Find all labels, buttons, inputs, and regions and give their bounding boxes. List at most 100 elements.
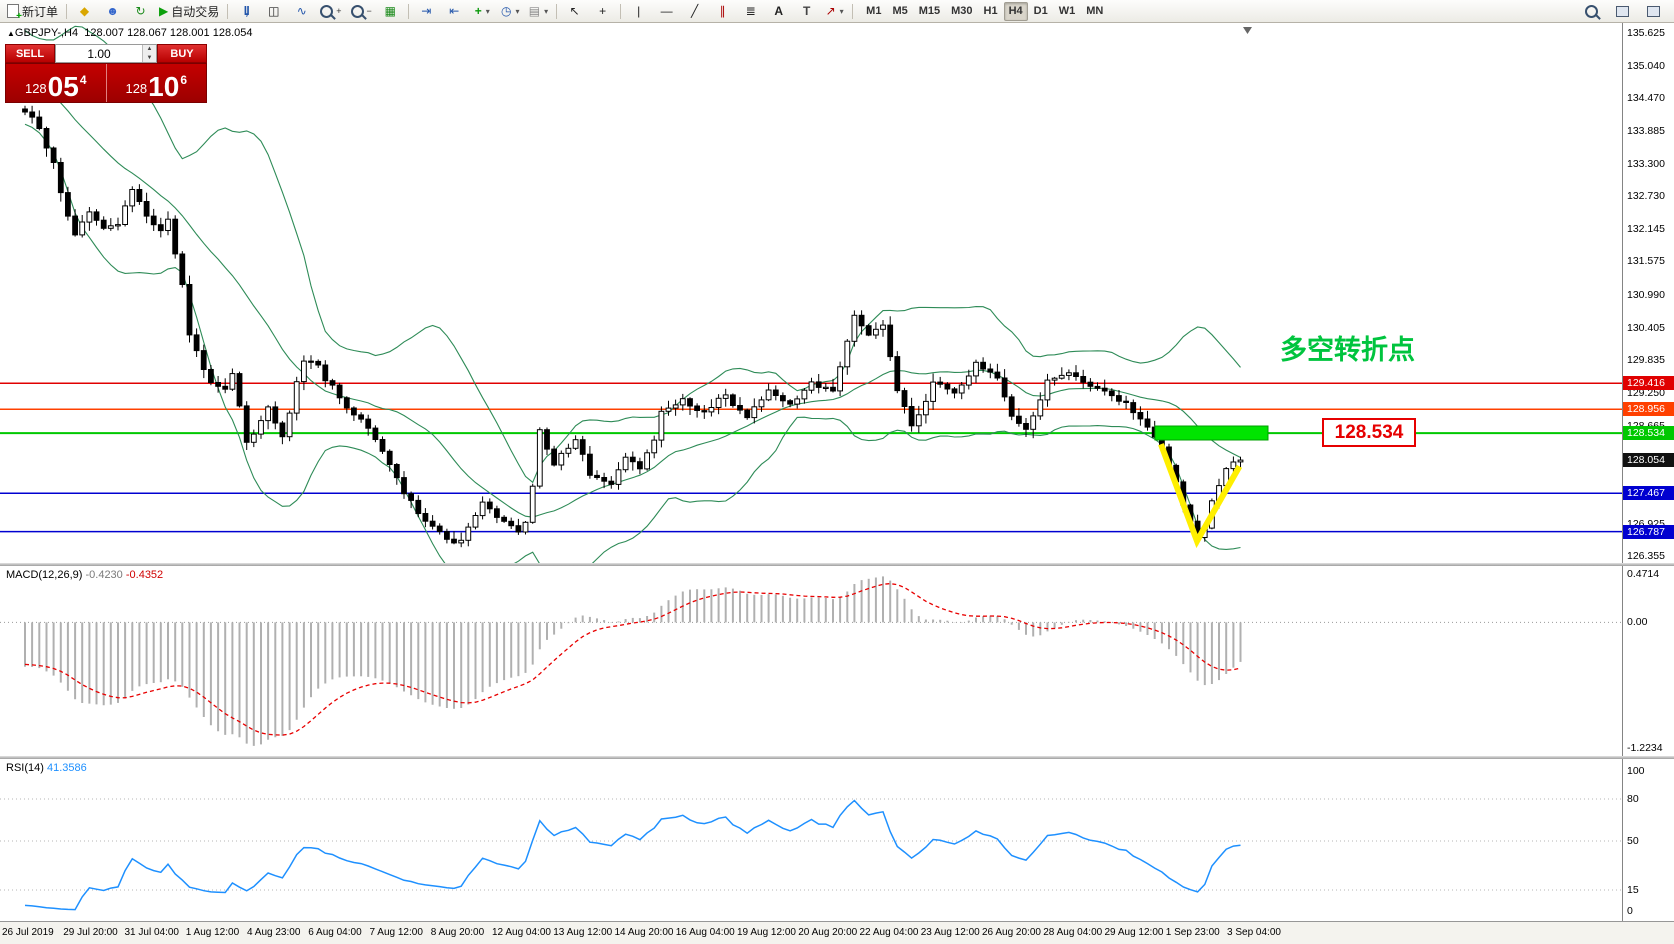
- macd-label: MACD(12,26,9) -0.4230 -0.4352: [6, 569, 163, 581]
- timeframe-mn[interactable]: MN: [1086, 5, 1104, 17]
- time-label: 7 Aug 12:00: [369, 927, 423, 938]
- timeframe-m15[interactable]: M15: [918, 5, 941, 17]
- auto-scroll-button[interactable]: ⇥: [413, 1, 440, 22]
- ask-pips: 10: [148, 71, 180, 103]
- price-tick: 135.625: [1627, 27, 1665, 39]
- trendline-button[interactable]: ╱: [681, 1, 708, 22]
- macd-panel[interactable]: [0, 566, 1622, 756]
- volume-input[interactable]: 1.00 ▲ ▼: [55, 44, 157, 63]
- price-badge-128.054: 128.054: [1623, 453, 1674, 468]
- price-tick: 126.355: [1627, 550, 1665, 562]
- refresh-button[interactable]: ↻: [127, 1, 154, 22]
- bid-whole: 128: [24, 81, 47, 96]
- macd-scale-tick: -1.2234: [1627, 742, 1663, 754]
- buy-button[interactable]: BUY: [157, 44, 207, 63]
- dropdown-caret-icon: ▾: [544, 6, 549, 16]
- time-axis[interactable]: 26 Jul 2019 29 Jul 20:00 31 Jul 04:00 1 Aug…: [0, 921, 1674, 944]
- panel-separator[interactable]: [0, 563, 1674, 566]
- cursor-button[interactable]: ↖: [561, 1, 588, 22]
- search-button[interactable]: [1578, 1, 1605, 22]
- text-icon: A: [774, 4, 783, 18]
- window-cascade-button[interactable]: [1609, 1, 1636, 22]
- bar-chart-button[interactable]: l,l: [232, 1, 259, 22]
- high-value: 128.067: [127, 27, 167, 39]
- vertical-line-button[interactable]: |: [625, 1, 652, 22]
- timeframe-m5[interactable]: M5: [892, 5, 908, 17]
- template-icon: ▤: [528, 4, 541, 18]
- panel-separator[interactable]: [0, 756, 1674, 759]
- zoom-in-icon: [320, 4, 334, 18]
- time-label: 12 Aug 04:00: [492, 927, 551, 938]
- macd-main-value: -0.4230: [85, 569, 123, 581]
- price-badge-128.956: 128.956: [1623, 402, 1674, 417]
- indicators-button[interactable]: + ▾: [469, 1, 496, 22]
- timeframe-m30[interactable]: M30: [951, 5, 973, 17]
- bid-price-button[interactable]: 128 05 4: [6, 64, 106, 102]
- horizontal-line-button[interactable]: —: [653, 1, 680, 22]
- low-value: 128.001: [169, 27, 210, 39]
- time-label: 14 Aug 20:00: [614, 927, 674, 938]
- rsi-panel[interactable]: [0, 759, 1622, 921]
- time-label: 23 Aug 12:00: [920, 927, 980, 938]
- chart-shift-button[interactable]: ⇤: [441, 1, 468, 22]
- timeframe-h1[interactable]: H1: [983, 5, 998, 17]
- sell-button[interactable]: SELL: [5, 44, 55, 63]
- timeframe-w1[interactable]: W1: [1058, 5, 1076, 17]
- price-tick: 132.730: [1627, 190, 1665, 203]
- market-watch-icon: ☻: [106, 4, 119, 18]
- market-watch-button[interactable]: ☻: [99, 1, 126, 22]
- turning-point-annotation[interactable]: 多空转折点: [1280, 335, 1415, 366]
- symbol-ohlc-header: ▲GBPJPY-,H4 128.007 128.067 128.001 128.…: [7, 27, 252, 39]
- window-tile-button[interactable]: [1640, 1, 1667, 22]
- time-label: 8 Aug 20:00: [430, 927, 485, 938]
- fibonacci-button[interactable]: ≣: [737, 1, 764, 22]
- timeframe-m1[interactable]: M1: [866, 5, 882, 17]
- time-label: 29 Aug 12:00: [1104, 927, 1164, 938]
- close-value: 128.054: [212, 27, 253, 39]
- stepper-down-icon[interactable]: ▼: [143, 53, 156, 62]
- volume-stepper[interactable]: ▲ ▼: [142, 45, 156, 62]
- refresh-icon: ↻: [135, 4, 146, 18]
- new-order-button[interactable]: 新订单: [3, 1, 62, 22]
- arrows-button[interactable]: ↗ ▾: [821, 1, 848, 22]
- crosshair-button[interactable]: +: [589, 1, 616, 22]
- price-chart[interactable]: [0, 23, 1622, 563]
- ask-whole: 128: [125, 81, 148, 96]
- profiles-button[interactable]: ◆: [71, 1, 98, 22]
- price-tick: 130.990: [1627, 288, 1665, 301]
- time-label: 16 Aug 04:00: [675, 927, 735, 938]
- autotrading-button[interactable]: ▶ 自动交易: [155, 1, 223, 22]
- zoom-in-button[interactable]: +: [316, 1, 345, 22]
- periods-button[interactable]: ◷ ▾: [497, 1, 524, 22]
- ask-price-button[interactable]: 128 10 6: [107, 64, 207, 102]
- time-label: 26 Jul 2019: [2, 927, 54, 938]
- time-label: 22 Aug 04:00: [859, 927, 919, 938]
- tile-windows-icon: ▦: [384, 4, 396, 18]
- window-tile-icon: [1647, 5, 1660, 17]
- rsi-value: 41.3586: [46, 762, 87, 774]
- zoom-out-button[interactable]: −: [347, 1, 376, 22]
- toolbar-separator: [852, 3, 854, 19]
- price-tick: 133.300: [1627, 158, 1665, 171]
- price-level-callout[interactable]: 128.534: [1322, 418, 1416, 447]
- channel-icon: ∥: [719, 4, 726, 18]
- toolbar-separator: [66, 3, 68, 19]
- horizontal-line-icon: —: [660, 4, 673, 18]
- templates-button[interactable]: ▤ ▾: [525, 1, 552, 22]
- timeframe-d1[interactable]: D1: [1033, 5, 1048, 17]
- bid-pips: 05: [47, 71, 79, 103]
- indicators-icon: +: [474, 4, 482, 18]
- timeframe-h4[interactable]: H4: [1003, 1, 1028, 21]
- text-button[interactable]: A: [765, 1, 792, 22]
- candlestick-chart-button[interactable]: ◫: [260, 1, 287, 22]
- time-label: 1 Sep 23:00: [1165, 927, 1220, 938]
- text-label-button[interactable]: T: [793, 1, 820, 22]
- channel-button[interactable]: ∥: [709, 1, 736, 22]
- stepper-up-icon[interactable]: ▲: [143, 45, 156, 54]
- tile-windows-button[interactable]: ▦: [377, 1, 404, 22]
- price-scale[interactable]: 135.625 135.040 134.470 133.885 133.300 132.7…: [1622, 23, 1674, 921]
- new-order-label: 新订单: [22, 4, 59, 19]
- toolbar: 新订单 ◆ ☻ ↻ ▶ 自动交易 l,l ◫ ∿ + − ▦ ⇥ ⇤ +▾ ◷▾…: [0, 0, 1674, 23]
- dropdown-caret-icon: ▾: [485, 6, 490, 16]
- line-chart-button[interactable]: ∿: [288, 1, 315, 22]
